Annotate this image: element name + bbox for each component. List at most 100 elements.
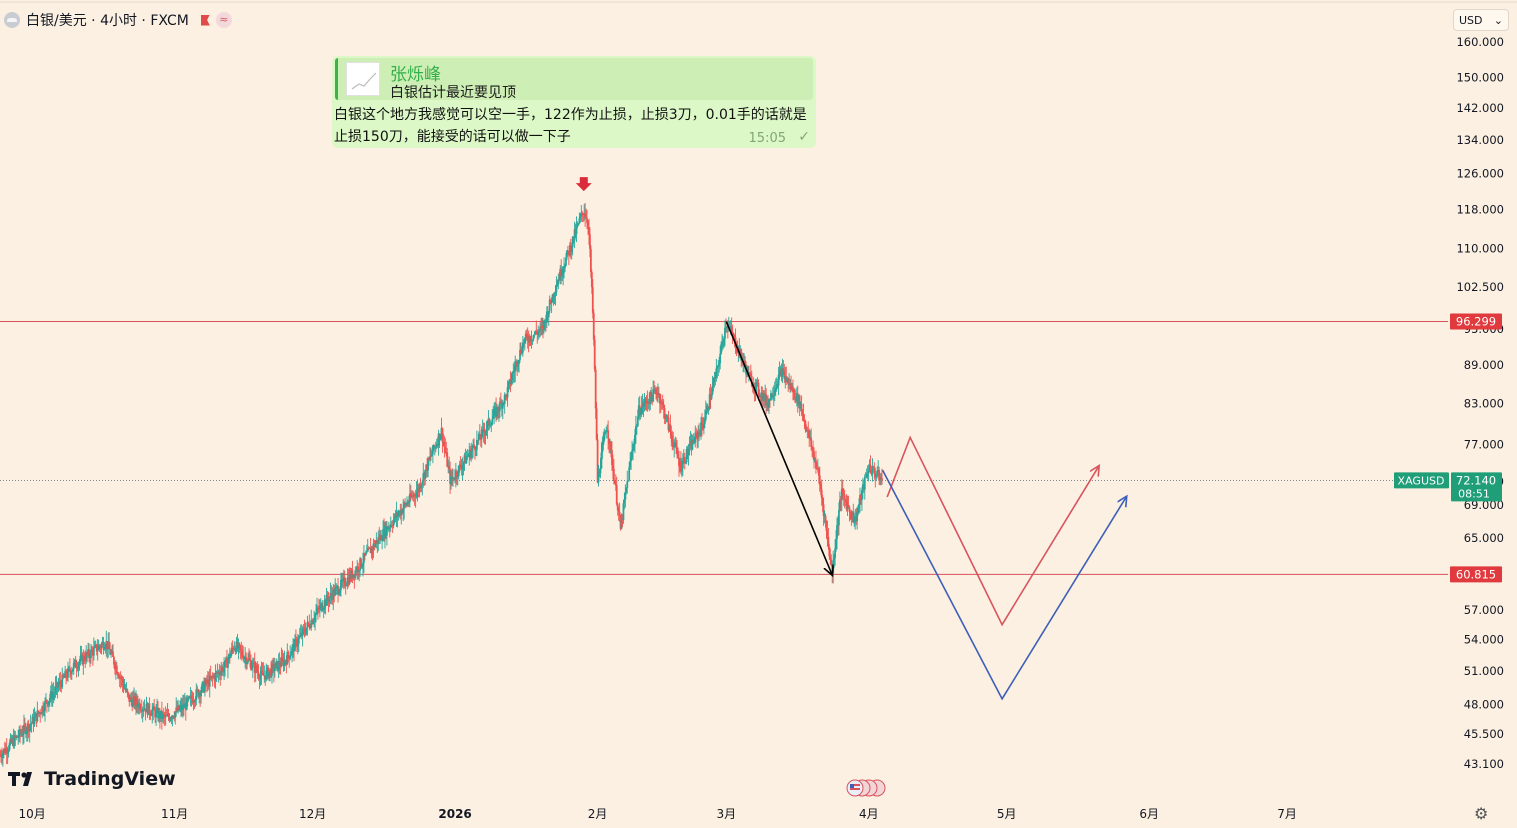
candle-body: [189, 695, 192, 698]
candle-body: [359, 558, 361, 571]
candle-body: [456, 476, 459, 477]
candle-body: [69, 667, 71, 672]
trend-arrow[interactable]: [725, 321, 832, 575]
candle-body: [640, 406, 643, 414]
projection-blue-path[interactable]: [881, 469, 1127, 701]
candle-body: [821, 498, 824, 505]
candle-body: [412, 494, 415, 497]
candle-body: [735, 347, 738, 351]
candle-body: [585, 217, 587, 219]
currency-selector[interactable]: USD ⌄: [1453, 9, 1509, 31]
candle-body: [206, 679, 209, 684]
horizontal-levels[interactable]: [0, 321, 1448, 575]
candle-body: [455, 471, 458, 477]
settings-gear-icon[interactable]: ⚙: [1474, 804, 1489, 823]
candle-body: [300, 632, 303, 637]
candle-body: [380, 534, 383, 541]
candle-body: [683, 456, 686, 463]
candle-body: [243, 657, 246, 660]
candle-body: [84, 660, 87, 662]
candle-body: [245, 656, 248, 665]
candle-body: [223, 667, 225, 672]
tradingview-watermark[interactable]: TradingView: [8, 768, 176, 790]
candle-body: [535, 330, 538, 333]
candle-body: [867, 470, 870, 474]
candle-body: [135, 697, 137, 706]
candle-body: [8, 742, 11, 750]
candle-body: [639, 413, 642, 416]
candle-body: [443, 441, 446, 447]
candle-body: [151, 710, 154, 716]
candle-body: [83, 655, 86, 661]
candle-body: [657, 393, 659, 395]
candle-body: [830, 559, 833, 564]
candle-body: [512, 372, 515, 374]
candle-body: [417, 487, 420, 492]
candle-body: [273, 668, 276, 672]
candle-body: [392, 519, 395, 526]
candle-body: [396, 512, 399, 517]
economic-events-icon[interactable]: [845, 778, 893, 798]
candle-body: [195, 689, 198, 700]
candle-body: [299, 632, 302, 636]
candle-body: [477, 433, 480, 441]
candle-body: [98, 645, 101, 647]
candle-body: [314, 614, 316, 621]
candle-body: [222, 667, 225, 672]
candle-body: [621, 518, 624, 521]
quoted-message[interactable]: 张烁峰 白银估计最近要见顶: [335, 58, 813, 101]
candle-body: [93, 645, 96, 648]
candle-body: [539, 326, 542, 331]
candle-body: [30, 722, 33, 725]
candle-body: [548, 299, 551, 311]
symbol-header[interactable]: 白银/美元 · 4小时 · FXCM ≈: [4, 9, 232, 31]
candle-body: [623, 499, 626, 504]
candle-body: [220, 670, 223, 676]
candle-body: [779, 369, 782, 372]
candle-body: [104, 647, 107, 649]
candle-body: [635, 425, 638, 427]
candle-body: [815, 468, 818, 470]
candle-body: [404, 503, 406, 504]
peak-down-arrow-icon[interactable]: [575, 177, 592, 192]
candle-body: [364, 552, 367, 556]
candle-body: [516, 361, 519, 367]
candle-body: [401, 509, 404, 514]
candle-body: [38, 712, 41, 714]
projection-red-path[interactable]: [886, 435, 1098, 627]
candle-body: [806, 430, 809, 432]
candle-body: [270, 668, 272, 676]
candle-body: [447, 465, 450, 467]
candle-body: [545, 311, 548, 323]
candle-body: [654, 389, 656, 392]
symbol-title[interactable]: 白银/美元 · 4小时 · FXCM: [26, 13, 189, 29]
candle-body: [250, 667, 253, 670]
candle-body: [155, 710, 158, 718]
candle-body: [691, 439, 694, 450]
red-flag-icon[interactable]: [200, 14, 210, 26]
candle-body: [341, 578, 344, 582]
drawings[interactable]: [575, 177, 1127, 701]
candle-body: [842, 493, 845, 496]
candle-body: [162, 713, 165, 716]
candle-body: [368, 547, 371, 549]
candle-body: [168, 716, 171, 721]
candle-body: [818, 475, 821, 485]
candle-body: [53, 691, 56, 693]
candle-body: [786, 377, 789, 382]
candle-body: [13, 735, 16, 747]
wave-icon[interactable]: ≈: [215, 12, 232, 28]
candle-body: [350, 570, 353, 580]
candle-body: [258, 676, 261, 680]
candle-body: [363, 553, 366, 556]
candle-body: [619, 515, 622, 529]
candle-body: [152, 706, 155, 711]
candle-body: [536, 332, 539, 335]
candle-body: [384, 525, 386, 538]
time-axis[interactable]: 10月 11月 12月 2026 2月 3月 4月 5月 6月 7月: [19, 807, 1297, 821]
candle-body: [785, 376, 788, 382]
candle-body: [159, 710, 162, 719]
candle-body: [816, 468, 819, 470]
price-axis[interactable]: 43.100 45.500 48.000 51.000 54.000 57.000 65.0…: [1456, 35, 1504, 771]
candle-body: [209, 675, 212, 678]
